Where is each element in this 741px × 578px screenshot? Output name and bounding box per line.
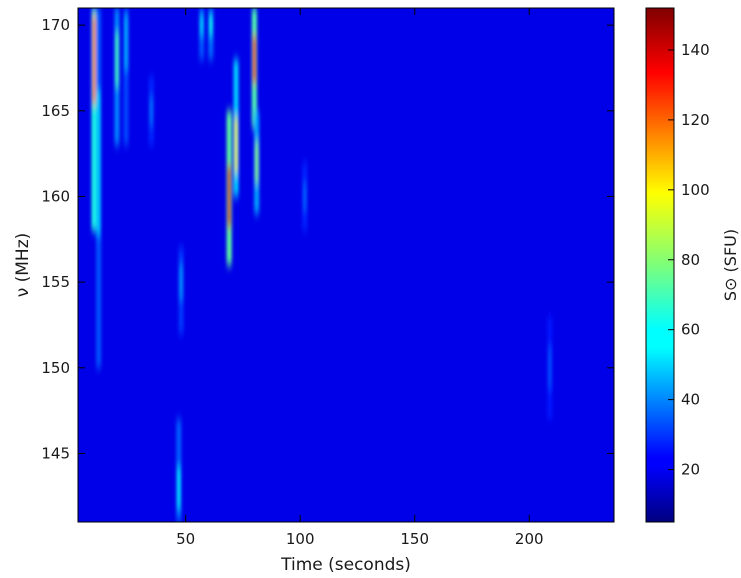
heatmap-feature (178, 247, 184, 334)
colorbar-tick-label: 120 (681, 111, 710, 129)
heatmap-feature (547, 316, 553, 420)
feature-peak (227, 165, 231, 228)
heatmap-feature (91, 8, 97, 231)
heatmap-feature (233, 59, 239, 197)
y-tick-label: 165 (41, 102, 70, 120)
colorbar-axis: 20 40 60 80 100 120 140 (668, 41, 710, 479)
y-axis-label: ν (MHz) (13, 233, 33, 298)
heatmap-feature (96, 8, 102, 368)
heatmap-feature (226, 110, 232, 265)
colorbar-tick-label: 60 (681, 321, 700, 339)
feature-peak (209, 14, 213, 36)
feature-peak (255, 141, 259, 183)
feature-peak (92, 14, 96, 104)
feature-peak (252, 35, 256, 84)
heatmap-feature (254, 110, 260, 214)
heatmap-feature (148, 76, 154, 146)
feature-peak (124, 14, 128, 70)
heatmap-features (91, 8, 553, 522)
y-tick-label: 170 (41, 16, 70, 34)
heatmap-feature (199, 8, 205, 60)
feature-envelope (123, 8, 129, 146)
feature-peak (97, 90, 101, 235)
heatmap-feature (176, 419, 182, 522)
colorbar-tick-label: 80 (681, 251, 700, 269)
feature-peak (179, 265, 183, 300)
y-tick-label: 155 (41, 273, 70, 291)
feature-peak (548, 347, 552, 389)
heatmap-feature (208, 8, 214, 60)
colorbar-label: S⊙ (SFU) (721, 229, 740, 301)
heatmap-feature (251, 8, 257, 128)
y-axis: 145 150 155 160 165 170 (41, 16, 614, 462)
y-tick-label: 145 (41, 444, 70, 462)
feature-peak (200, 14, 204, 36)
colorbar-tick-label: 100 (681, 181, 710, 199)
colorbar-tick-label: 40 (681, 391, 700, 409)
colorbar-tick-label: 20 (681, 461, 700, 479)
feature-peak (115, 31, 119, 87)
x-tick-label: 50 (176, 530, 195, 548)
x-tick-label: 200 (515, 530, 544, 548)
y-tick-label: 150 (41, 359, 70, 377)
colorbar (645, 7, 675, 523)
y-tick-label: 160 (41, 187, 70, 205)
heatmap-background (78, 8, 614, 522)
heatmap-feature (114, 8, 120, 146)
feature-peak (177, 467, 181, 509)
feature-peak (303, 182, 307, 211)
feature-peak (149, 97, 153, 125)
feature-peak (234, 117, 238, 173)
x-tick-label: 150 (400, 530, 429, 548)
heatmap-feature (123, 8, 129, 146)
x-tick-label: 100 (286, 530, 315, 548)
colorbar-tick-label: 140 (681, 41, 710, 59)
plot-area (78, 8, 614, 522)
x-axis: 50 100 150 200 (176, 8, 544, 548)
x-axis-label: Time (seconds) (280, 555, 411, 575)
heatmap-feature (302, 162, 308, 231)
plot-frame (77, 7, 615, 523)
feature-envelope (91, 8, 97, 231)
